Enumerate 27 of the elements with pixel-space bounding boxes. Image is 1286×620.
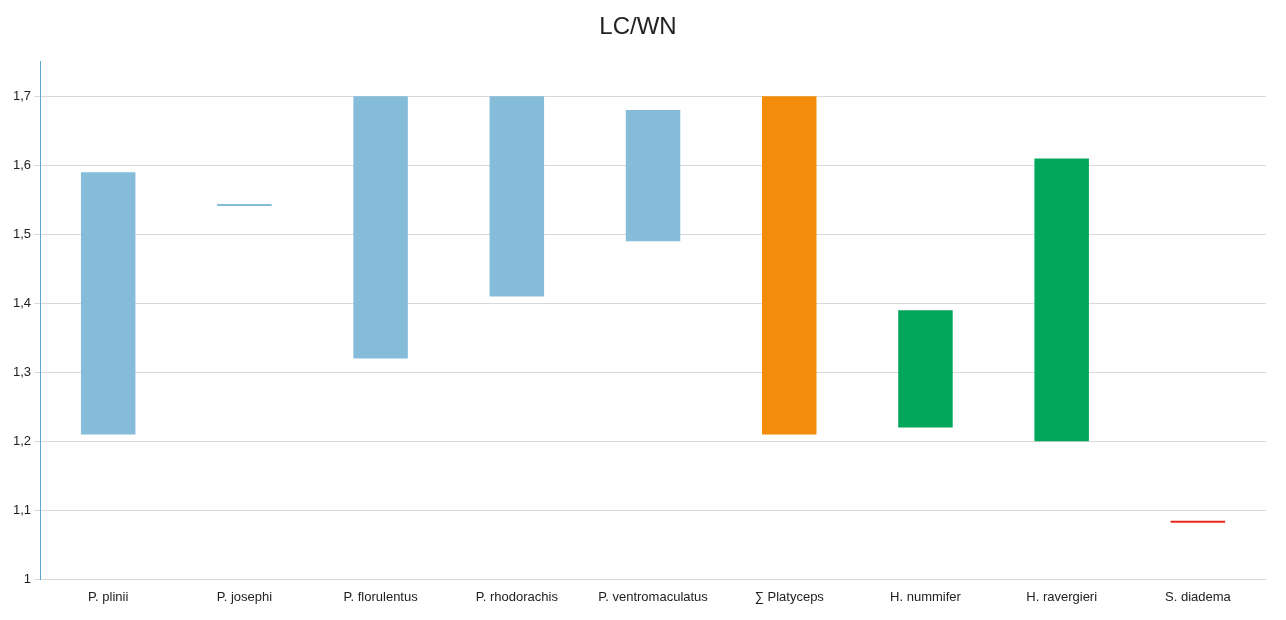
x-tick-label: ∑ Platyceps [754,588,825,604]
y-tick-label: 1,2 [12,432,32,448]
y-tick-label: 1 [23,570,32,586]
bar [489,96,545,297]
bar [1034,158,1089,442]
bar [217,203,272,207]
bar [1170,520,1226,523]
y-tick-label: 1,3 [12,363,32,379]
x-tick-label: P. josephi [216,588,273,604]
bar [353,96,408,359]
x-tick-label: S. diadema [1165,588,1232,604]
x-tick-label: H. ravergieri [1026,588,1098,604]
x-tick-label: P. plinii [88,588,129,604]
bar [80,172,136,435]
y-tick-label: 1,7 [12,87,32,103]
x-tick-label: P. ventromaculatus [598,588,709,604]
x-tick-label: P. florulentus [343,588,419,604]
x-tick-label: H. nummifer [890,588,962,604]
y-tick-label: 1,6 [12,156,32,172]
x-tick-label: P. rhodorachis [475,588,559,604]
y-tick-label: 1,5 [12,225,32,241]
bar [762,96,817,435]
bar [625,110,681,242]
y-tick-label: 1,4 [12,294,32,310]
chart-title: LC/WN [599,12,677,40]
bar [898,310,953,428]
y-tick-label: 1,1 [12,501,32,517]
